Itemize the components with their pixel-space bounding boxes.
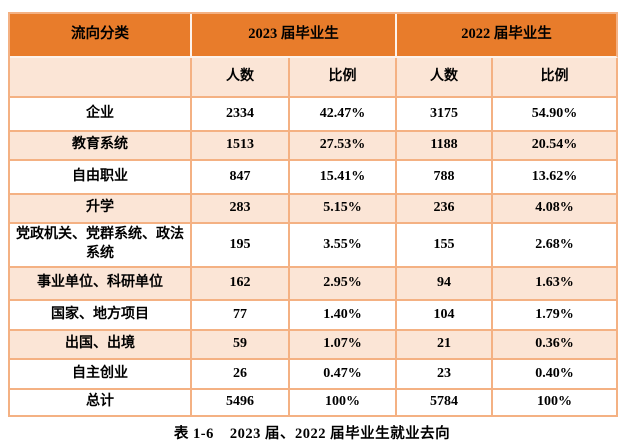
cell-ratio-2023: 5.15%	[290, 195, 397, 224]
cell-count-2022: 1188	[397, 132, 493, 161]
cell-count-2022: 5784	[397, 390, 493, 417]
cell-ratio-2022: 4.08%	[493, 195, 618, 224]
table-subheader-row: 人数 比例 人数 比例	[10, 58, 618, 98]
cell-ratio-2022: 1.79%	[493, 301, 618, 331]
cell-ratio-2023: 2.95%	[290, 268, 397, 301]
cell-count-2023: 5496	[192, 390, 290, 417]
cell-count-2022: 3175	[397, 98, 493, 132]
header-2022-graduates: 2022 届毕业生	[397, 14, 618, 58]
cell-count-2022: 21	[397, 331, 493, 360]
row-label: 自主创业	[10, 360, 192, 390]
table-row-further-study: 升学 283 5.15% 236 4.08%	[10, 195, 618, 224]
table-row-total: 总计 5496 100% 5784 100%	[10, 390, 618, 417]
header-2023-graduates: 2023 届毕业生	[192, 14, 397, 58]
cell-count-2022: 788	[397, 161, 493, 195]
row-label: 升学	[10, 195, 192, 224]
table-caption: 表 1-6 2023 届、2022 届毕业生就业去向	[8, 422, 616, 442]
cell-ratio-2023: 100%	[290, 390, 397, 417]
cell-count-2022: 23	[397, 360, 493, 390]
table-row-going-abroad: 出国、出境 59 1.07% 21 0.36%	[10, 331, 618, 360]
cell-ratio-2022: 1.63%	[493, 268, 618, 301]
table-row-national-local-projects: 国家、地方项目 77 1.40% 104 1.79%	[10, 301, 618, 331]
row-label: 党政机关、党群系统、政法系统	[10, 224, 192, 268]
row-label: 国家、地方项目	[10, 301, 192, 331]
cell-count-2022: 104	[397, 301, 493, 331]
header-flow-category: 流向分类	[10, 14, 192, 58]
cell-count-2022: 155	[397, 224, 493, 268]
cell-ratio-2022: 0.40%	[493, 360, 618, 390]
table-header-row: 流向分类 2023 届毕业生 2022 届毕业生	[10, 14, 618, 58]
cell-ratio-2022: 0.36%	[493, 331, 618, 360]
row-label: 自由职业	[10, 161, 192, 195]
table-row-freelance: 自由职业 847 15.41% 788 13.62%	[10, 161, 618, 195]
subheader-count-2022: 人数	[397, 58, 493, 98]
cell-count-2022: 236	[397, 195, 493, 224]
row-label: 事业单位、科研单位	[10, 268, 192, 301]
row-label: 教育系统	[10, 132, 192, 161]
cell-count-2023: 162	[192, 268, 290, 301]
cell-ratio-2022: 54.90%	[493, 98, 618, 132]
cell-ratio-2022: 2.68%	[493, 224, 618, 268]
cell-count-2023: 77	[192, 301, 290, 331]
cell-count-2023: 2334	[192, 98, 290, 132]
employment-destination-table: 流向分类 2023 届毕业生 2022 届毕业生 人数 比例 人数 比例 企业 …	[8, 12, 618, 417]
cell-count-2022: 94	[397, 268, 493, 301]
table-row-public-institutions: 事业单位、科研单位 162 2.95% 94 1.63%	[10, 268, 618, 301]
cell-ratio-2023: 27.53%	[290, 132, 397, 161]
subheader-ratio-2023: 比例	[290, 58, 397, 98]
cell-count-2023: 1513	[192, 132, 290, 161]
row-label: 企业	[10, 98, 192, 132]
row-label: 出国、出境	[10, 331, 192, 360]
subheader-empty-cell	[10, 58, 192, 98]
cell-ratio-2023: 42.47%	[290, 98, 397, 132]
cell-ratio-2022: 100%	[493, 390, 618, 417]
table-row-party-government-organs: 党政机关、党群系统、政法系统 195 3.55% 155 2.68%	[10, 224, 618, 268]
cell-ratio-2023: 3.55%	[290, 224, 397, 268]
cell-ratio-2022: 13.62%	[493, 161, 618, 195]
table-row-enterprise: 企业 2334 42.47% 3175 54.90%	[10, 98, 618, 132]
cell-count-2023: 26	[192, 360, 290, 390]
table-row-education-system: 教育系统 1513 27.53% 1188 20.54%	[10, 132, 618, 161]
table-row-self-employment: 自主创业 26 0.47% 23 0.40%	[10, 360, 618, 390]
cell-count-2023: 59	[192, 331, 290, 360]
cell-ratio-2023: 1.40%	[290, 301, 397, 331]
cell-count-2023: 847	[192, 161, 290, 195]
table-caption-title: 2023 届、2022 届毕业生就业去向	[229, 426, 451, 442]
cell-count-2023: 283	[192, 195, 290, 224]
subheader-ratio-2022: 比例	[493, 58, 618, 98]
subheader-count-2023: 人数	[192, 58, 290, 98]
cell-ratio-2023: 1.07%	[290, 331, 397, 360]
cell-count-2023: 195	[192, 224, 290, 268]
table-caption-number: 表 1-6	[173, 426, 214, 442]
cell-ratio-2023: 0.47%	[290, 360, 397, 390]
cell-ratio-2022: 20.54%	[493, 132, 618, 161]
cell-ratio-2023: 15.41%	[290, 161, 397, 195]
row-label: 总计	[10, 390, 192, 417]
